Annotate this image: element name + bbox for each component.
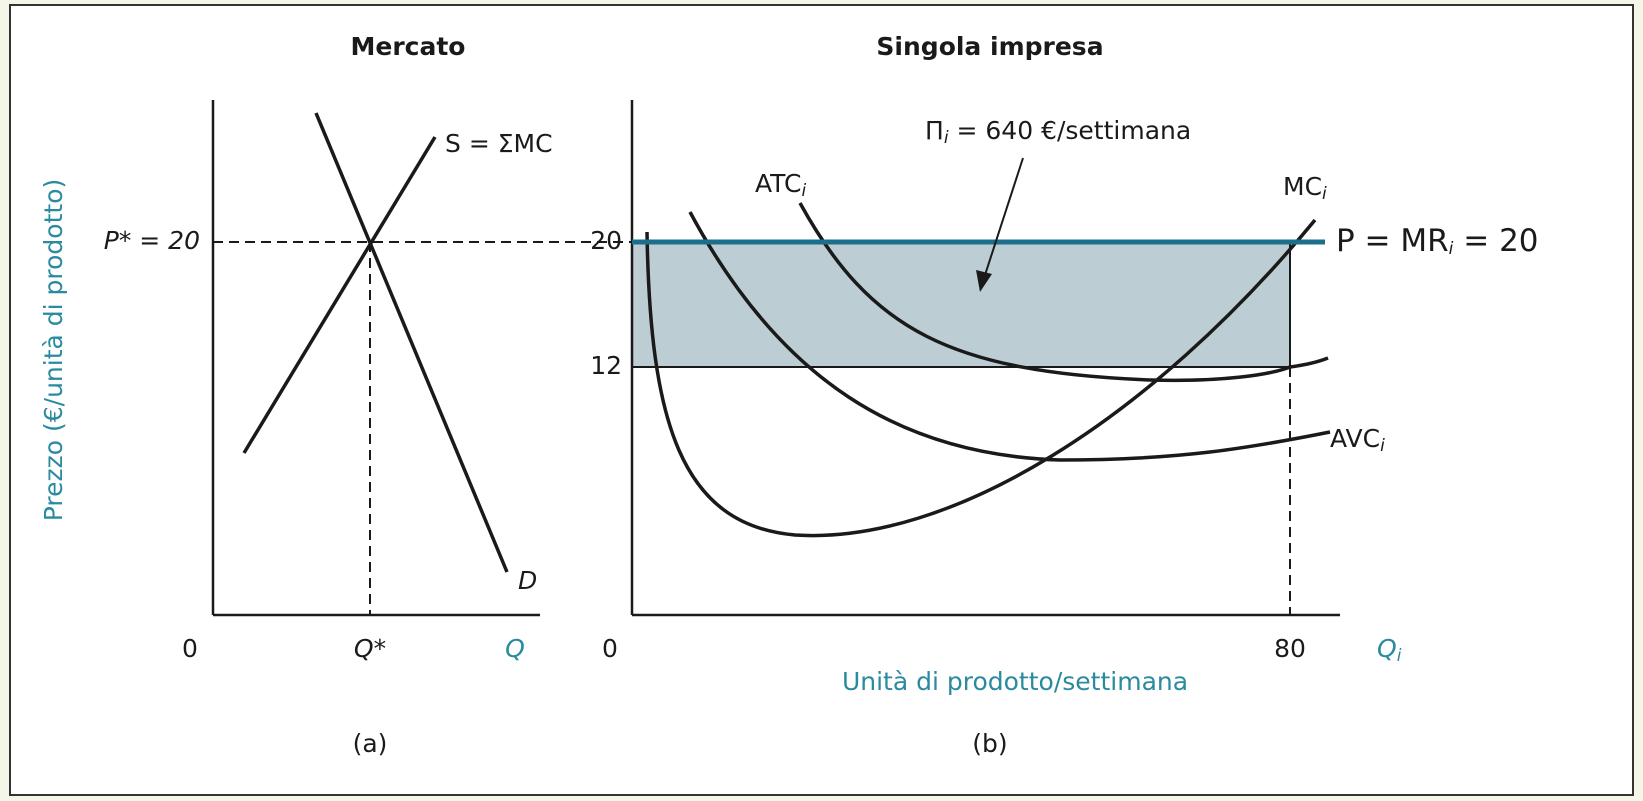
y-tick-label: 12 (590, 351, 622, 380)
subscript: i (944, 128, 949, 148)
x-axis-symbol: Qi (1377, 634, 1402, 666)
y-axis-label: Prezzo (€/unità di prodotto) (39, 179, 68, 522)
text: = 640 €/settimana (949, 116, 1192, 145)
profit-area (632, 242, 1290, 367)
subscript: i (1449, 239, 1454, 259)
text: = 20 (1453, 223, 1538, 259)
atc-label: ATCi (755, 169, 806, 201)
avc-label: AVCi (1330, 424, 1385, 456)
x-tick-label: 80 (1274, 634, 1306, 663)
demand-label: D (518, 566, 537, 595)
panel-title: Singola impresa (876, 32, 1103, 61)
caption: (a) (353, 729, 388, 758)
text: Q (1377, 634, 1397, 663)
frame (9, 4, 1634, 796)
supply-label: S = ΣMC (445, 129, 553, 158)
price-label: P* = 20 (104, 226, 200, 255)
avc-curve (688, 211, 1331, 462)
subscript: i (801, 181, 806, 201)
text: AVC (1330, 424, 1380, 453)
supply-curve (242, 136, 437, 454)
price-line-label: P = MRi = 20 (1336, 223, 1539, 260)
text: MC (1283, 172, 1322, 201)
mc-curve (645, 218, 1317, 538)
profit-label: Πi = 640 €/settimana (925, 116, 1191, 148)
x-axis-label: Q (505, 634, 525, 663)
subscript: i (1397, 646, 1402, 666)
text: P = MR (1336, 223, 1449, 259)
arrow-shaft (984, 157, 1024, 276)
atc-curve-tail (1289, 356, 1329, 369)
atc-curve (798, 202, 1291, 383)
text: ATC (755, 169, 801, 198)
symbol: Π (925, 116, 944, 145)
mc-label: MCi (1283, 172, 1327, 204)
demand-curve (314, 112, 509, 573)
origin: 0 (182, 634, 198, 663)
subscript: i (1322, 184, 1327, 204)
arrow-head (976, 270, 992, 292)
caption: (b) (972, 729, 1007, 758)
origin: 0 (602, 634, 618, 663)
x-axis-label: Unità di prodotto/settimana (842, 667, 1188, 696)
subscript: i (1380, 436, 1385, 456)
quantity-label: Q* (354, 634, 386, 663)
panel-title: Mercato (351, 32, 466, 61)
y-tick-label: 20 (590, 226, 622, 255)
